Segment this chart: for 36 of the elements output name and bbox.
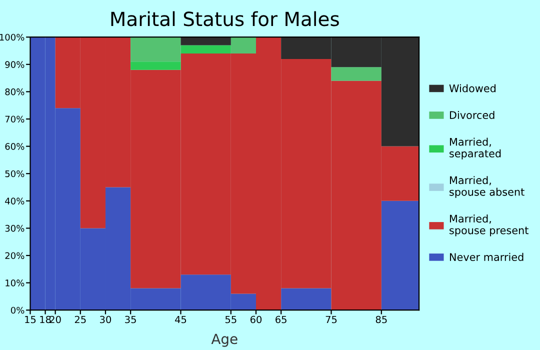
legend-label: Married, spouse absent (450, 176, 524, 198)
x-tick-label: 30 (100, 316, 112, 324)
legend-label: Divorced (450, 110, 494, 120)
y-tick-label: 50% (5, 170, 24, 178)
y-tick-label: 100% (0, 34, 24, 41)
bar (331, 67, 382, 81)
y-tick-label: 0% (10, 306, 24, 314)
x-tick-label: 75 (326, 316, 337, 324)
x-tick-label: 15 (25, 316, 36, 324)
legend-label: Married, spouse present (450, 214, 528, 236)
x-tick-label: 35 (125, 316, 136, 324)
y-tick-label: 30% (5, 224, 24, 232)
bar (130, 62, 181, 70)
legend-label: Widowed (449, 84, 496, 92)
y-tick-label: 90% (5, 61, 24, 68)
y-tick-label: 40% (5, 198, 24, 204)
y-tick-label: 70% (5, 116, 24, 123)
x-tick-label: 65 (276, 316, 286, 324)
chart-title: Marital Status for Males (111, 11, 339, 26)
x-tick-label: 20 (50, 316, 61, 324)
y-tick-label: 60% (5, 143, 24, 150)
legend-label: Never married (450, 252, 524, 261)
bar (180, 37, 231, 46)
x-tick-label: 55 (225, 316, 236, 324)
bar (130, 37, 181, 62)
x-tick-label: 45 (175, 316, 186, 324)
y-tick-label: 10% (6, 280, 24, 286)
x-tick-label: 85 (376, 316, 387, 324)
y-tick-label: 20% (5, 252, 24, 260)
x-tick-label: 18 (40, 316, 51, 324)
x-axis-title: Age (211, 334, 238, 347)
y-tick-label: 80% (5, 88, 24, 96)
bar (180, 45, 231, 54)
legend-label: Married, separated (450, 138, 501, 160)
x-tick-label: 60 (250, 316, 262, 324)
x-tick-label: 25 (74, 316, 86, 324)
